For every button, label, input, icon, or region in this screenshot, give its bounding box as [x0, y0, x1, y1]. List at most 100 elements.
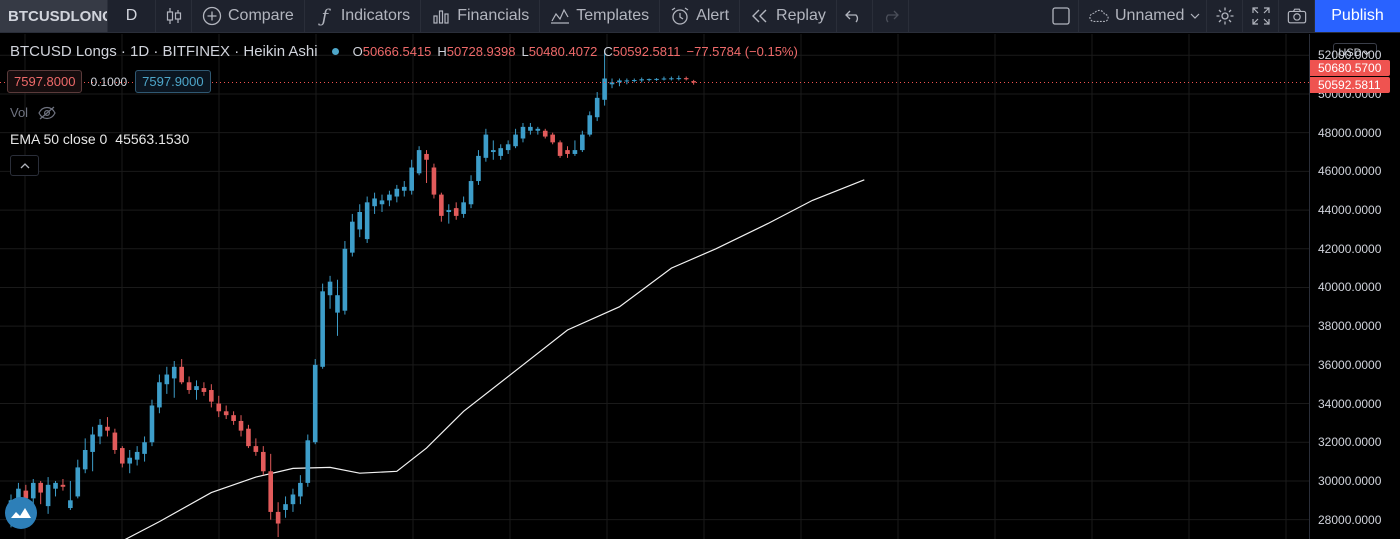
candle-92 — [691, 79, 696, 85]
candle-75 — [565, 146, 570, 158]
candle-body — [453, 208, 459, 216]
candle-body — [53, 482, 58, 489]
fullscreen-button[interactable] — [1243, 0, 1279, 32]
candle-15 — [120, 446, 125, 468]
candle-body — [342, 248, 348, 311]
candle-69 — [520, 123, 526, 143]
candle-body — [290, 494, 296, 505]
logo-icon — [11, 508, 31, 518]
candle-body — [238, 420, 244, 431]
candle-body — [683, 78, 689, 80]
eye-hidden-icon[interactable] — [38, 106, 56, 120]
candle-body — [498, 148, 504, 156]
layout-button[interactable] — [1043, 0, 1079, 32]
candle-body — [431, 167, 437, 195]
candle-88 — [661, 76, 667, 81]
candle-body — [505, 144, 511, 151]
candle-body — [542, 130, 548, 137]
candle-body — [149, 405, 155, 443]
chart-area[interactable]: BTCUSD Longs · 1D · BITFINEX · Heikin As… — [0, 34, 1400, 539]
ema-legend: EMA 50 close 0 45563.1530 — [10, 131, 189, 147]
price-tick-label: 34000.0000 — [1318, 396, 1382, 411]
indicators-label: Indicators — [340, 7, 411, 24]
candle-19 — [149, 399, 155, 447]
candle-body — [112, 432, 118, 450]
ema-50-line — [124, 179, 865, 539]
sell-button[interactable]: 7597.8000 — [7, 70, 83, 93]
candle-42 — [320, 283, 325, 369]
candle-21 — [164, 366, 170, 394]
candle-74 — [557, 140, 563, 158]
chart-style-button[interactable] — [156, 0, 192, 32]
candle-body — [483, 134, 489, 158]
collapse-legend-button[interactable] — [10, 155, 39, 176]
candle-70 — [528, 123, 533, 135]
candle-52 — [394, 184, 400, 203]
candle-67 — [505, 140, 511, 154]
templates-button[interactable]: Templates — [540, 0, 661, 32]
indicators-button[interactable]: ƒ Indicators — [305, 0, 422, 32]
candle-90 — [676, 75, 682, 81]
currency-label: USD — [1338, 47, 1362, 59]
candle-body — [357, 212, 363, 230]
candle-body — [275, 511, 281, 524]
candle-7 — [60, 479, 66, 491]
candle-80 — [602, 49, 607, 106]
ema-label[interactable]: EMA 50 close 0 — [10, 131, 108, 147]
candle-body — [68, 500, 73, 509]
candle-body — [30, 482, 36, 499]
candle-body — [216, 403, 222, 412]
tradingview-logo[interactable] — [5, 497, 37, 529]
buy-button[interactable]: 7597.9000 — [135, 70, 211, 93]
candle-body — [624, 80, 630, 82]
candle-44 — [335, 279, 340, 336]
alert-button[interactable]: Alert — [660, 0, 741, 32]
candle-body — [23, 490, 29, 499]
price-chart[interactable] — [0, 34, 1400, 539]
candle-body — [312, 364, 318, 443]
candle-body — [201, 388, 207, 392]
candle-83 — [624, 78, 630, 85]
candle-62 — [468, 175, 474, 209]
rewind-icon — [750, 6, 770, 26]
candle-body — [82, 449, 88, 470]
high-price-tag: 50680.5700 — [1310, 59, 1390, 76]
high-value: 50728.9398 — [446, 44, 516, 59]
candle-41 — [312, 359, 318, 445]
candle-12 — [97, 419, 103, 445]
candle-body — [528, 126, 533, 131]
candle-body — [364, 202, 370, 240]
candle-50 — [379, 194, 385, 213]
candle-body — [669, 78, 674, 80]
volume-label[interactable]: Vol — [10, 105, 29, 120]
series-title[interactable]: BTCUSD Longs · 1D · BITFINEX · Heikin As… — [10, 43, 318, 60]
compare-button[interactable]: Compare — [192, 0, 305, 32]
financials-button[interactable]: Financials — [421, 0, 541, 32]
candle-91 — [683, 76, 689, 81]
layout-name-button[interactable]: Unnamed — [1079, 0, 1207, 32]
chevron-down-icon — [1362, 48, 1372, 58]
candle-29 — [223, 405, 229, 420]
settings-button[interactable] — [1207, 0, 1243, 32]
candle-61 — [461, 196, 466, 218]
candles-layer — [0, 49, 1309, 538]
candle-81 — [609, 78, 615, 89]
interval-button[interactable]: D — [108, 0, 156, 32]
candle-55 — [416, 146, 422, 176]
publish-button[interactable]: Publish — [1315, 0, 1400, 32]
candle-body — [676, 78, 682, 80]
candle-36 — [275, 502, 281, 538]
candle-body — [186, 382, 192, 391]
replay-button[interactable]: Replay — [740, 0, 837, 32]
candle-87 — [654, 78, 659, 81]
price-tick-label: 40000.0000 — [1318, 280, 1382, 295]
candle-53 — [401, 181, 407, 197]
snapshot-button[interactable] — [1279, 0, 1315, 32]
symbol-search-button[interactable]: BTCUSDLONGS — [0, 0, 108, 32]
candle-body — [372, 198, 377, 207]
change-value: −77.5784 (−0.15%) — [686, 44, 798, 59]
candle-body — [260, 451, 266, 472]
candle-body — [350, 221, 355, 253]
redo-button[interactable] — [873, 0, 909, 32]
undo-button[interactable] — [837, 0, 873, 32]
